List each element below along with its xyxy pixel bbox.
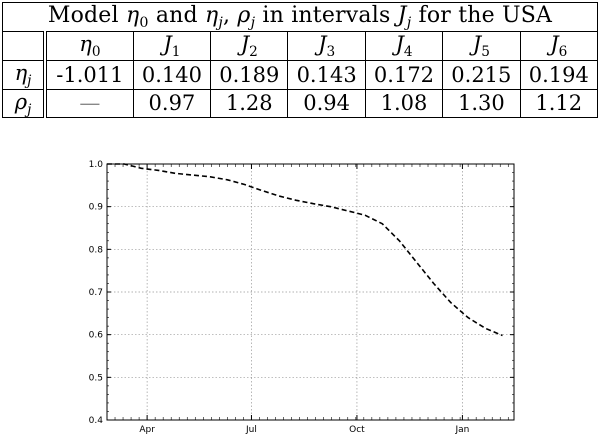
parameter-table: Model η0 and ηj, ρj in intervals Jj for …	[2, 2, 599, 119]
header-symbol: J	[240, 32, 250, 56]
caption-eta-subscript: j	[218, 15, 224, 31]
header-cell: J1	[132, 31, 212, 61]
y-tick-label: 0.7	[89, 288, 103, 298]
header-subscript: 3	[326, 43, 336, 60]
table-cell: 0.189	[210, 59, 289, 90]
header-subscript: 4	[403, 43, 413, 60]
table-cell: 0.94	[287, 88, 366, 119]
caption-j-symbol: J	[397, 3, 407, 28]
table-cell: 0.143	[287, 59, 366, 90]
row-symbol: η	[14, 60, 28, 85]
tick-label-layer: 1.0 0.9 0.8 0.7 0.6 0.5 0.4 Apr Jul Oct Jan	[89, 160, 470, 435]
table-header-row: η0 J1 J2 J3 J4 J5 J6	[2, 31, 599, 61]
table-cell: 0.194	[519, 59, 599, 90]
header-cell: J2	[210, 31, 289, 61]
y-tick-label: 0.8	[89, 245, 104, 255]
row-symbol: ρ	[14, 89, 28, 114]
row-subscript: j	[27, 101, 32, 118]
table-cell: 1.08	[364, 88, 444, 119]
table-cell: 0.215	[442, 59, 521, 90]
header-subscript: 1	[171, 43, 181, 60]
table-cell: 0.140	[132, 59, 212, 90]
table-cell: 1.28	[210, 88, 289, 119]
parameter-table-wrapper: Model η0 and ηj, ρj in intervals Jj for …	[2, 2, 599, 119]
caption-text: in intervals	[255, 3, 398, 28]
row-label-rho: ρj	[2, 88, 47, 119]
corner-cell	[2, 31, 47, 61]
table-row-rho: ρj — 0.97 1.28 0.94 1.08 1.30 1.12	[2, 88, 599, 119]
header-symbol: J	[318, 32, 327, 56]
header-cell: J3	[287, 31, 366, 61]
tick-layer	[106, 163, 514, 421]
caption-eta-subscript: 0	[139, 15, 149, 31]
x-tick-label: Oct	[349, 425, 365, 435]
header-subscript: 6	[558, 43, 568, 60]
caption-eta-symbol: η	[205, 3, 219, 28]
caption-rho-symbol: ρ	[237, 3, 251, 28]
caption-text: Model	[47, 3, 126, 28]
caption-eta-symbol: η	[125, 3, 140, 28]
table-cell: —	[44, 88, 134, 119]
header-cell: η0	[44, 31, 134, 61]
row-subscript: j	[27, 72, 32, 89]
y-tick-label: 0.5	[89, 373, 103, 383]
table-cell: 1.12	[519, 88, 599, 119]
table-cell: 1.30	[442, 88, 521, 119]
header-cell: J6	[519, 31, 599, 61]
grid-layer	[107, 164, 514, 420]
y-tick-label: 0.9	[89, 203, 104, 213]
header-symbol: J	[550, 32, 559, 56]
series-line	[107, 163, 503, 337]
x-tick-label: Apr	[139, 425, 155, 435]
header-symbol: J	[395, 32, 404, 56]
header-cell: J5	[442, 31, 521, 61]
row-label-eta: ηj	[2, 59, 47, 90]
caption-j-subscript: j	[406, 15, 412, 31]
y-tick-label: 0.4	[89, 416, 104, 426]
x-tick-label: Jan	[454, 425, 469, 435]
table-cell: 0.97	[132, 88, 212, 119]
caption-rho-subscript: j	[250, 15, 256, 31]
header-subscript: 2	[249, 43, 258, 60]
caption-text: ,	[223, 3, 238, 28]
header-subscript: 0	[91, 43, 101, 60]
header-symbol: J	[163, 32, 172, 56]
table-row-eta: ηj -1.011 0.140 0.189 0.143 0.172 0.215 …	[2, 59, 599, 90]
caption-text: for the USA	[411, 3, 553, 28]
line-chart: 1.0 0.9 0.8 0.7 0.6 0.5 0.4 Apr Jul Oct Jan	[89, 160, 515, 435]
header-cell: J4	[364, 31, 444, 61]
table-cell: -1.011	[44, 59, 134, 90]
y-tick-label: 0.6	[89, 331, 104, 341]
header-subscript: 5	[481, 43, 490, 60]
table-caption: Model η0 and ηj, ρj in intervals Jj for …	[2, 2, 598, 32]
table-cell: 0.172	[364, 59, 444, 90]
y-tick-label: 1.0	[89, 160, 104, 170]
x-tick-label: Jul	[245, 425, 257, 435]
caption-text: and	[148, 3, 205, 28]
series-layer	[107, 163, 503, 337]
header-symbol: η	[79, 32, 92, 56]
header-symbol: J	[472, 32, 482, 56]
